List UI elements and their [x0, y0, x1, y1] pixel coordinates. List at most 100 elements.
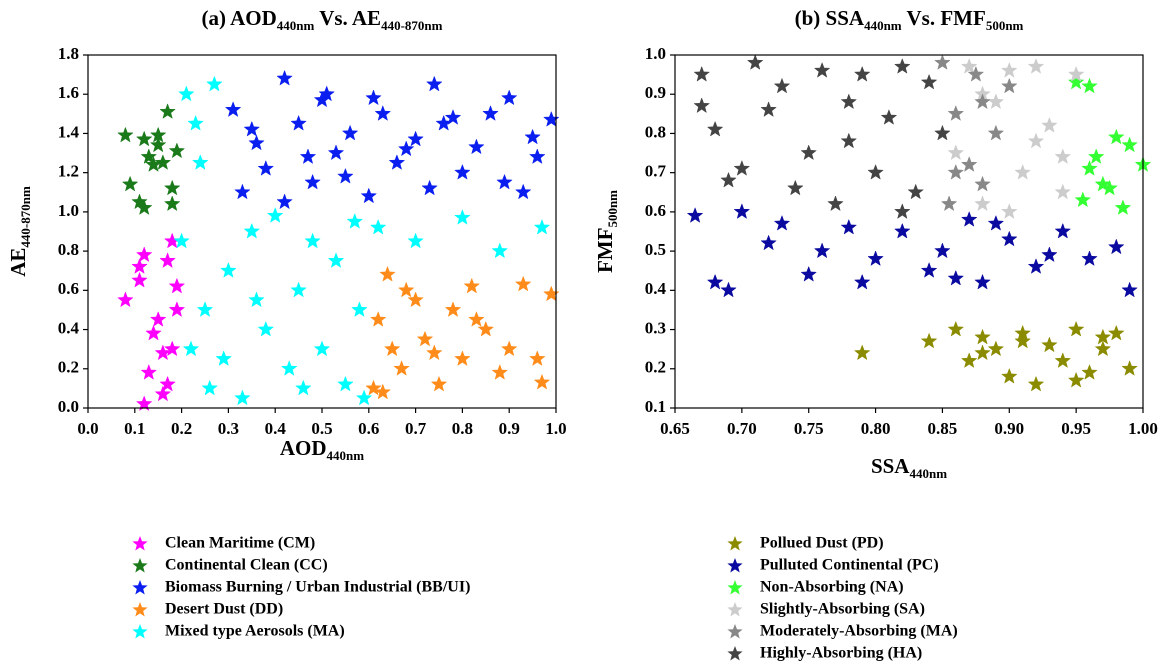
star-point — [920, 261, 938, 278]
star-point — [374, 105, 392, 121]
star-point — [947, 105, 965, 121]
star-point — [187, 114, 204, 131]
y-axis-label-part: FMF — [593, 228, 617, 273]
star-point — [397, 281, 415, 298]
legend-marker — [727, 602, 743, 617]
star-point — [454, 350, 471, 366]
star-point — [1067, 320, 1085, 337]
star-point — [500, 89, 518, 106]
star-point — [365, 379, 382, 396]
star-point — [206, 75, 223, 92]
star-point — [149, 136, 167, 153]
y-tick-label: 0.6 — [58, 279, 79, 298]
x-tick-label: 0.95 — [1061, 419, 1091, 438]
x-tick-label: 0.7 — [405, 419, 427, 438]
star-point — [746, 54, 764, 70]
y-axis-label: AE440-870nm — [6, 186, 34, 277]
star-point — [974, 328, 991, 345]
star-point — [243, 120, 261, 137]
star-point — [1081, 250, 1098, 266]
star-point — [934, 242, 951, 259]
series — [117, 232, 186, 412]
legend-label: Moderately-Absorbing (MA) — [760, 623, 958, 640]
star-point — [248, 134, 265, 151]
star-point — [192, 154, 209, 170]
star-point — [117, 291, 134, 308]
star-point — [960, 352, 978, 368]
series — [947, 58, 1085, 219]
star-point — [280, 360, 298, 376]
star-point — [1107, 128, 1125, 145]
star-point — [163, 340, 181, 357]
star-point — [1074, 191, 1092, 208]
star-point — [304, 232, 321, 249]
star-point — [773, 77, 791, 94]
legend-label: Clean Maritime (CM) — [165, 535, 315, 552]
star-point — [140, 148, 158, 164]
legend-label: Continental Clean (CC) — [165, 557, 328, 574]
star-point — [463, 277, 481, 294]
star-point — [491, 363, 509, 380]
star-point — [760, 101, 777, 117]
star-point — [196, 301, 214, 317]
star-point — [1114, 199, 1132, 215]
star-point — [500, 340, 518, 357]
star-point — [894, 222, 911, 239]
star-point — [496, 173, 513, 190]
star-point — [173, 232, 190, 249]
star-point — [533, 373, 551, 390]
x-axis-label: AOD440nm — [280, 436, 364, 464]
star-point — [1081, 159, 1098, 176]
legend-label: Desert Dust (DD) — [165, 601, 283, 618]
legend-label: Mixed type Aerosols (MA) — [165, 623, 345, 640]
y-axis-label-part: 440-870nm — [18, 186, 33, 248]
star-point — [426, 75, 443, 92]
star-point — [360, 187, 378, 204]
star-point — [224, 101, 242, 117]
star-point — [168, 142, 186, 159]
star-point — [491, 242, 509, 259]
star-point — [853, 344, 871, 361]
x-tick-label: 0.4 — [265, 419, 287, 438]
chart-title-part: Vs. FMF — [902, 6, 986, 30]
star-point — [1001, 203, 1018, 219]
star-point — [1001, 367, 1018, 384]
x-tick-label: 1.0 — [545, 419, 566, 438]
star-point — [444, 301, 462, 317]
star-point — [524, 128, 541, 145]
star-point — [867, 250, 884, 266]
star-point — [1027, 375, 1045, 392]
star-point — [813, 242, 831, 259]
star-point — [1121, 281, 1138, 298]
star-point — [444, 109, 462, 125]
star-point — [1087, 148, 1105, 164]
series — [934, 54, 1018, 212]
star-point — [421, 179, 438, 196]
star-point — [248, 291, 265, 308]
legend-label: Pollued Dust (PD) — [760, 535, 884, 552]
star-point — [760, 234, 777, 251]
star-point — [1121, 136, 1138, 153]
star-point — [720, 281, 737, 298]
star-point — [182, 340, 200, 357]
x-axis-label-part: AOD — [280, 436, 327, 460]
star-point — [947, 320, 965, 337]
star-point — [987, 124, 1005, 141]
star-point — [1001, 230, 1018, 247]
star-point — [960, 156, 978, 172]
x-tick-label: 0.90 — [994, 419, 1024, 438]
star-point — [1101, 179, 1118, 196]
star-point — [920, 332, 938, 349]
x-tick-label: 0.5 — [311, 419, 332, 438]
star-point — [351, 301, 368, 317]
star-point — [840, 132, 858, 149]
star-point — [304, 173, 321, 190]
star-point — [299, 148, 317, 164]
star-point — [1027, 132, 1045, 149]
star-point — [947, 144, 965, 161]
legend-marker — [727, 624, 743, 639]
star-point — [290, 281, 307, 298]
star-point — [940, 195, 958, 212]
legend-marker — [132, 624, 148, 639]
star-point — [947, 164, 965, 180]
